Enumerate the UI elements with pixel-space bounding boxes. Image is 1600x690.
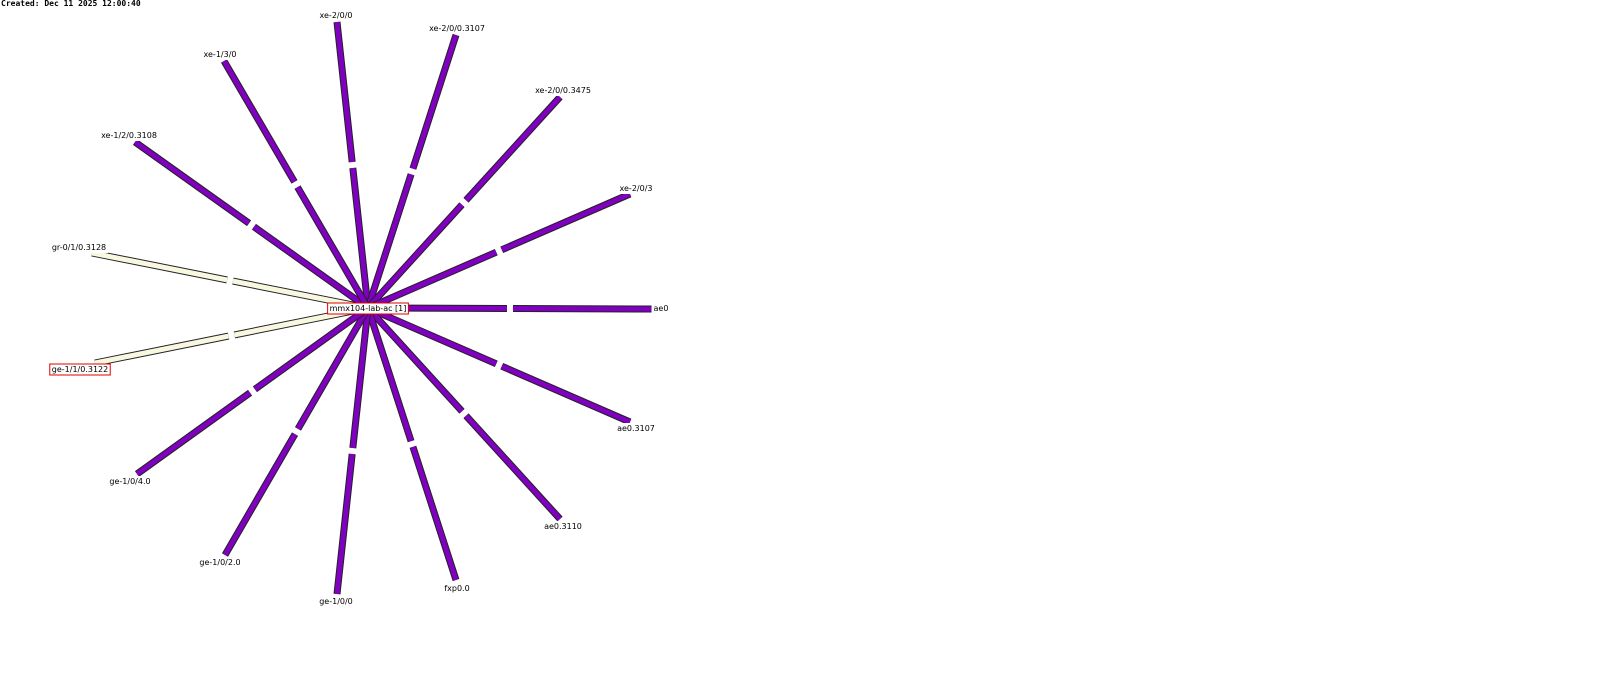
link-half — [221, 59, 297, 184]
link-half — [366, 306, 464, 413]
node-label: xe-2/0/3 — [620, 184, 653, 193]
link-half — [253, 305, 370, 392]
link-half — [410, 34, 459, 170]
node-label: mmx104-lab-ac [1] — [330, 304, 407, 313]
node: xe-2/0/0.3107 — [427, 23, 487, 34]
node-label: xe-1/2/0.3108 — [101, 131, 157, 140]
link-half — [334, 21, 355, 163]
link-half — [464, 414, 562, 521]
node-box — [533, 85, 593, 96]
link-half — [367, 249, 498, 311]
node-box — [327, 302, 409, 315]
node-label: gr-0/1/0.3128 — [52, 243, 106, 252]
node-label: ge-1/0/2.0 — [199, 558, 240, 567]
link-half — [365, 307, 414, 442]
node: xe-1/2/0.3108 — [99, 130, 159, 141]
node-box — [317, 596, 355, 607]
link-half — [366, 203, 464, 310]
link-half — [94, 333, 230, 366]
node-box — [107, 476, 153, 487]
link-half — [295, 306, 371, 431]
node-label: ge-1/0/4.0 — [109, 477, 150, 486]
link-half — [410, 446, 459, 581]
node: xe-2/0/0 — [317, 10, 355, 21]
node-label: xe-2/0/0.3475 — [535, 86, 591, 95]
link-half — [464, 95, 562, 202]
node-box — [49, 363, 111, 376]
node: ae0 — [651, 303, 671, 314]
node: ge-1/0/4.0 — [107, 476, 153, 487]
links — [91, 21, 653, 595]
link-half — [350, 167, 371, 309]
link-half — [91, 250, 228, 283]
node-label: xe-2/0/0 — [320, 11, 353, 20]
node-label: ae0 — [654, 304, 669, 313]
node-box — [442, 583, 472, 594]
node: xe-1/3/0 — [201, 49, 239, 60]
node-label: fxp0.0 — [444, 584, 469, 593]
node-box — [651, 303, 671, 314]
node-label: ae0.3107 — [617, 424, 655, 433]
node-box — [615, 423, 657, 434]
node: ae0.3110 — [542, 521, 584, 532]
node-box — [201, 49, 239, 60]
node-label: ge-1/0/0 — [319, 597, 353, 606]
link-half — [222, 432, 298, 557]
node: fxp0.0 — [442, 583, 472, 594]
link-half — [295, 185, 371, 310]
node-box — [197, 557, 243, 568]
node: ge-1/0/0 — [317, 596, 355, 607]
node-box — [49, 242, 109, 253]
labels: xe-2/0/0 xe-2/0/0.3107 xe-2/0/0.3475 xe-2/0… — [49, 10, 671, 607]
link-half — [365, 173, 414, 309]
link-half — [252, 224, 370, 311]
link-half — [135, 390, 252, 477]
link-half — [133, 139, 251, 226]
node: xe-2/0/0.3475 — [533, 85, 593, 96]
node: ae0.3107 — [615, 423, 657, 434]
node: ge-1/1/0.3122 — [49, 363, 111, 376]
link-half — [334, 453, 355, 595]
node-label: ae0.3110 — [544, 522, 582, 531]
node-label: ge-1/1/0.3122 — [52, 365, 108, 374]
link-half — [500, 191, 631, 253]
node: ge-1/0/2.0 — [197, 557, 243, 568]
link-half — [367, 305, 498, 367]
link-half — [350, 307, 371, 449]
node: mmx104-lab-ac [1] — [327, 302, 409, 315]
created-stamp: Created: Dec 11 2025 12:00:40 — [1, 0, 141, 8]
node-box — [542, 521, 584, 532]
node-box — [427, 23, 487, 34]
node: gr-0/1/0.3128 — [49, 242, 109, 253]
node-label: xe-1/3/0 — [204, 50, 237, 59]
node-box — [617, 183, 655, 194]
node-label: xe-2/0/0.3107 — [429, 24, 485, 33]
node: xe-2/0/3 — [617, 183, 655, 194]
node-box — [99, 130, 159, 141]
node-box — [317, 10, 355, 21]
link-half — [500, 363, 631, 425]
